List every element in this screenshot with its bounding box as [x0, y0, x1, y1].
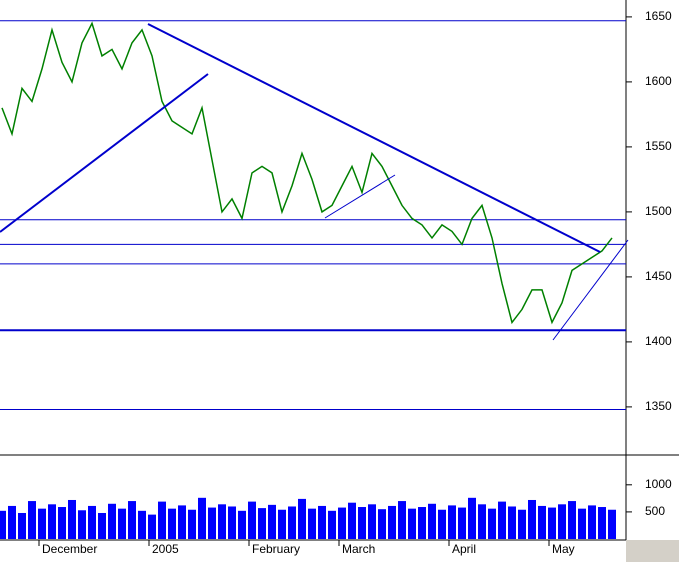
volume-bar: [278, 509, 286, 539]
volume-bar: [598, 507, 606, 539]
volume-bar: [418, 507, 426, 539]
volume-bar: [398, 501, 406, 539]
volume-bar: [528, 499, 536, 539]
volume-bar: [548, 507, 556, 539]
volume-bar: [438, 509, 446, 539]
corner: [626, 540, 679, 562]
volume-bar: [228, 506, 236, 539]
trend-lines: [0, 23, 629, 341]
volume-bar: [168, 508, 176, 539]
volume-bar: [518, 509, 526, 539]
volume-bar: [208, 507, 216, 539]
x-tick-label: April: [452, 542, 476, 556]
volume-bar: [128, 501, 136, 539]
y-tick-label: 1350: [645, 399, 672, 413]
volume-bar: [488, 508, 496, 539]
volume-bar: [538, 505, 546, 539]
volume-bar: [258, 508, 266, 539]
volume-bar: [38, 508, 46, 539]
volume-bar: [478, 504, 486, 539]
volume-bar: [98, 512, 106, 539]
price-line: [1, 21, 613, 325]
volume-bar: [268, 504, 276, 539]
volume-bar: [288, 506, 296, 539]
volume-bar: [378, 509, 386, 539]
y-tick-label: 1600: [645, 74, 672, 88]
volume-bar: [318, 505, 326, 539]
volume-bar: [198, 497, 206, 539]
volume-bar: [238, 510, 246, 539]
trend-line: [552, 239, 629, 341]
volume-bar: [0, 510, 6, 539]
x-tick-label: February: [252, 542, 300, 556]
volume-bar: [178, 505, 186, 539]
volume-bar: [148, 514, 156, 539]
volume-bar: [328, 510, 336, 539]
volume-bar: [388, 505, 396, 539]
y-tick-label: 1500: [645, 204, 672, 218]
volume-bar: [408, 508, 416, 539]
volume-bar: [368, 504, 376, 539]
volume-bar: [458, 507, 466, 539]
volume-bar: [68, 499, 76, 539]
y-tick-label: 1000: [645, 477, 672, 491]
volume-bar: [88, 505, 96, 539]
y-tick-label: 1400: [645, 334, 672, 348]
x-tick-label: March: [342, 542, 375, 556]
volume-bar: [108, 503, 116, 539]
volume-bar: [348, 502, 356, 539]
volume-bar: [608, 509, 616, 539]
trend-line: [0, 73, 209, 233]
volume-bar: [158, 501, 166, 539]
volume-bar: [428, 503, 436, 539]
volume-bar: [358, 507, 366, 539]
y-tick-label: 1450: [645, 269, 672, 283]
y-tick-label: 1650: [645, 9, 672, 23]
x-tick-label: December: [42, 542, 97, 556]
x-tick-label: May: [552, 542, 575, 556]
volume-bar: [308, 508, 316, 539]
volume-bar: [508, 506, 516, 539]
volume-bar: [48, 504, 56, 539]
volume-bar: [338, 507, 346, 539]
trend-line: [147, 23, 601, 253]
volume-bar: [188, 509, 196, 539]
volume-bar: [448, 505, 456, 539]
volume-bar: [588, 505, 596, 539]
volume-bar: [498, 501, 506, 539]
volume-bar: [558, 504, 566, 539]
volume-bar: [78, 510, 86, 539]
y-tick-label: 1550: [645, 139, 672, 153]
y-tick-label: 500: [645, 504, 665, 518]
volume-bar: [118, 508, 126, 539]
volume-bar: [248, 501, 256, 539]
trend-line: [324, 174, 396, 219]
volume-bar: [18, 512, 26, 539]
x-tick-label: 2005: [152, 542, 179, 556]
volume-bar: [218, 504, 226, 539]
volume-bar: [298, 498, 306, 539]
volume-bar: [138, 510, 146, 539]
volume-bar: [8, 505, 16, 539]
volume-bar: [578, 508, 586, 539]
volume-bar: [468, 497, 476, 539]
volume-bar: [568, 501, 576, 539]
volume-bar: [28, 501, 36, 539]
volume-bar: [58, 507, 66, 539]
